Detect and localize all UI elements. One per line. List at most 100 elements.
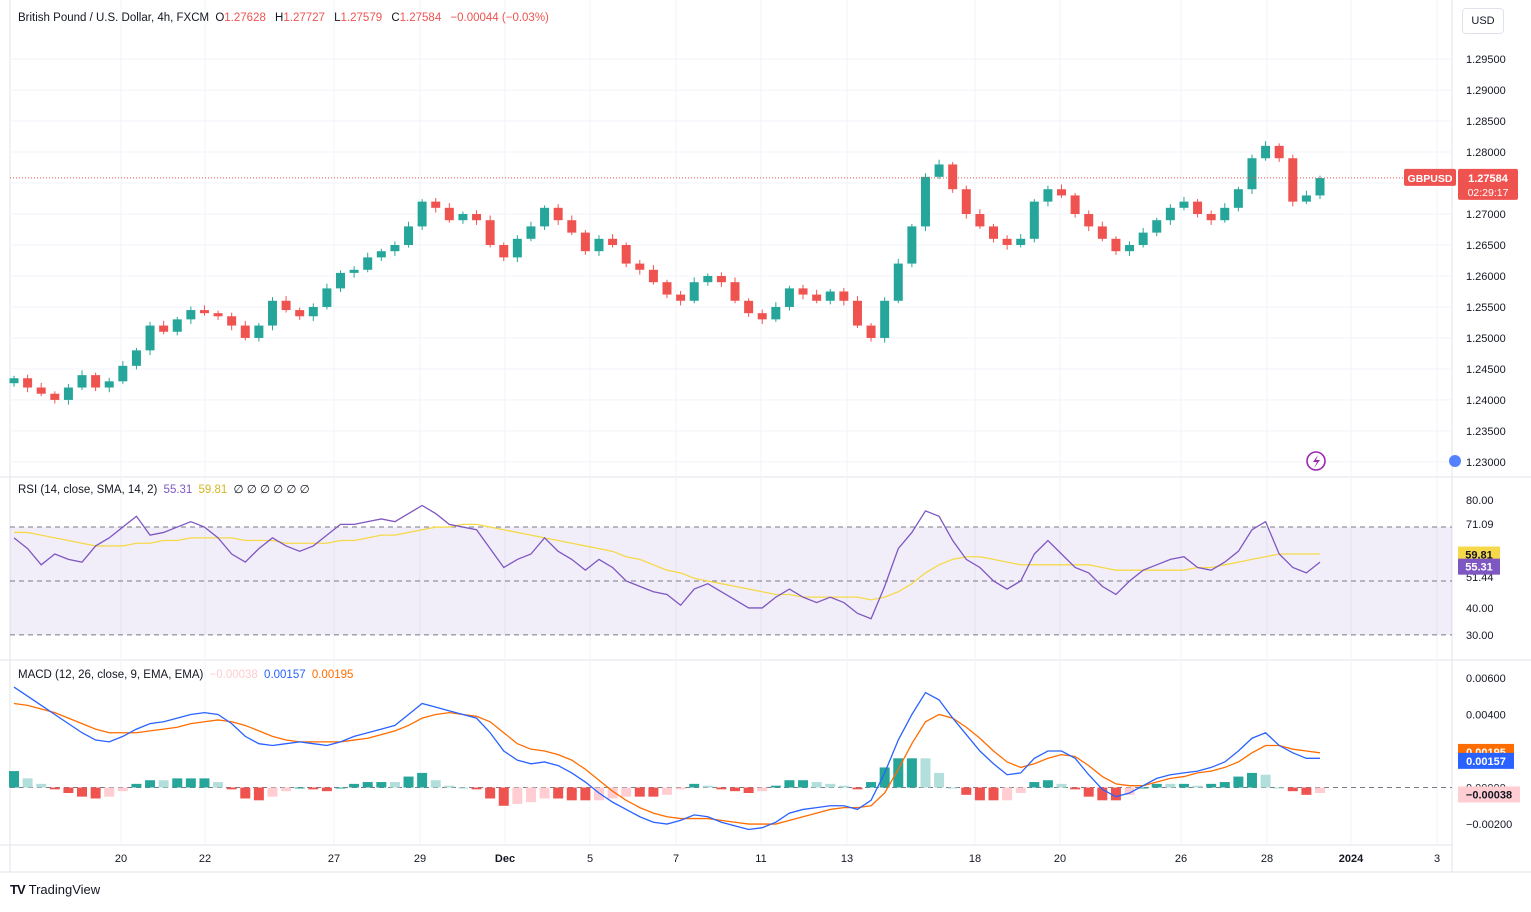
macd-histogram-bar — [240, 787, 251, 799]
candle-body — [1315, 178, 1325, 196]
rsi-ma-tag-text: 59.81 — [1465, 550, 1493, 562]
macd-histogram-bar — [1042, 780, 1053, 788]
macd-histogram-bar — [457, 787, 468, 789]
macd-histogram-bar — [281, 787, 292, 792]
macd-histogram-bar — [1029, 782, 1040, 788]
time-tick-label: 2024 — [1339, 853, 1364, 865]
macd-histogram-bar — [213, 782, 224, 788]
macd-histogram-bar — [648, 787, 659, 797]
macd-histogram-bar — [1233, 776, 1244, 788]
candle-body — [1125, 245, 1135, 252]
macd-legend: MACD (12, 26, close, 9, EMA, EMA) −0.000… — [18, 668, 356, 682]
time-tick-label: 22 — [199, 853, 211, 865]
macd-histogram-bar — [471, 787, 482, 790]
candle-body — [580, 232, 590, 252]
candle-body — [254, 325, 264, 338]
candle-body — [784, 288, 794, 307]
macd-histogram-bar — [974, 787, 985, 801]
candle-body — [812, 294, 822, 301]
time-tick-label: 18 — [969, 853, 981, 865]
time-tick-label: 11 — [755, 853, 766, 865]
macd-histogram-bar — [1138, 787, 1149, 789]
candle-body — [1016, 238, 1026, 245]
macd-histogram-bar — [1002, 787, 1013, 801]
macd-histogram-bar — [36, 783, 47, 788]
macd-histogram-bar — [389, 782, 400, 788]
rsi-flags: ∅ ∅ ∅ ∅ ∅ ∅ — [233, 484, 310, 496]
candle-body — [1029, 201, 1039, 239]
brand-footer[interactable]: TV TradingView — [10, 882, 100, 897]
candle-body — [757, 313, 767, 320]
rsi-legend: RSI (14, close, SMA, 14, 2) 55.31 59.81 … — [18, 483, 313, 497]
low-label: L — [334, 12, 341, 24]
change-value: −0.00044 (−0.03%) — [450, 12, 549, 24]
candle-body — [975, 214, 985, 227]
candle-body — [145, 325, 155, 351]
candle-body — [825, 291, 835, 301]
candle-body — [1193, 201, 1203, 215]
macd-histogram-bar — [784, 780, 795, 788]
price-tick-label: 1.25000 — [1466, 333, 1506, 345]
macd-histogram-bar — [1246, 772, 1257, 788]
candle-body — [852, 300, 862, 326]
candle-body — [798, 288, 808, 295]
candle-body — [63, 387, 73, 400]
candle-body — [1043, 189, 1053, 202]
price-tick-label: 1.29500 — [1466, 54, 1506, 66]
macd-histogram-bar — [1097, 787, 1108, 801]
candle-body — [594, 238, 604, 252]
candle-body — [1261, 145, 1271, 159]
price-tick-label: 1.26500 — [1466, 240, 1506, 252]
macd-signal-value: 0.00195 — [311, 669, 354, 681]
macd-histogram-bar — [498, 787, 509, 806]
rsi-title[interactable]: RSI (14, close, SMA, 14, 2) — [18, 484, 158, 496]
macd-histogram-bar — [145, 780, 156, 788]
price-tick-label: 1.28000 — [1466, 147, 1506, 159]
macd-histogram-bar — [485, 787, 496, 799]
close-value: 1.27584 — [399, 12, 442, 24]
lightning-icon — [1306, 451, 1326, 471]
macd-histogram-bar — [580, 787, 591, 801]
macd-title[interactable]: MACD (12, 26, close, 9, EMA, EMA) — [18, 669, 204, 681]
rsi-ma-tag-bg — [1458, 546, 1500, 563]
macd-histogram-bar — [1315, 787, 1325, 793]
candle-body — [730, 282, 740, 301]
macd-histogram-bar — [988, 787, 999, 801]
candle-body — [893, 263, 903, 301]
macd-histogram-bar — [553, 787, 564, 799]
candle-body — [1002, 238, 1012, 245]
macd-histogram-bar — [879, 767, 890, 788]
symbol-tag-bg — [1404, 168, 1456, 186]
macd-histogram-bar — [525, 787, 536, 803]
candle-body — [390, 245, 400, 252]
macd-histogram-bar — [1206, 783, 1217, 788]
candle-body — [336, 272, 345, 289]
macd-histogram-bar — [730, 787, 741, 792]
currency-button[interactable]: USD — [1462, 8, 1504, 34]
candle-body — [1097, 226, 1107, 239]
time-tick-label: 5 — [587, 853, 593, 865]
candle-body — [1152, 220, 1162, 233]
symbol-title[interactable]: British Pound / U.S. Dollar, 4h, FXCM — [18, 12, 210, 24]
macd-histogram-bar — [838, 785, 849, 788]
close-label: C — [391, 12, 400, 24]
macd-histogram-bar — [1287, 787, 1298, 792]
macd-histogram-bar — [362, 782, 373, 788]
rsi-tag-text: 55.31 — [1465, 562, 1493, 574]
macd-histogram-bar — [1083, 787, 1094, 797]
candle-body — [907, 226, 917, 264]
macd-histogram-bar — [49, 787, 60, 790]
open-value: 1.27628 — [224, 12, 266, 24]
brand-name: TradingView — [28, 882, 101, 897]
candle-body — [771, 306, 781, 320]
macd-histogram-bar — [607, 787, 618, 799]
macd-histogram-bar — [308, 787, 319, 790]
candle-body — [920, 176, 930, 227]
candle-body — [363, 257, 373, 270]
candle-body — [172, 319, 182, 332]
macd-tick-label: 0.00600 — [1466, 673, 1506, 685]
countdown-text: 02:29:17 — [1468, 187, 1509, 199]
candle-body — [526, 226, 536, 239]
